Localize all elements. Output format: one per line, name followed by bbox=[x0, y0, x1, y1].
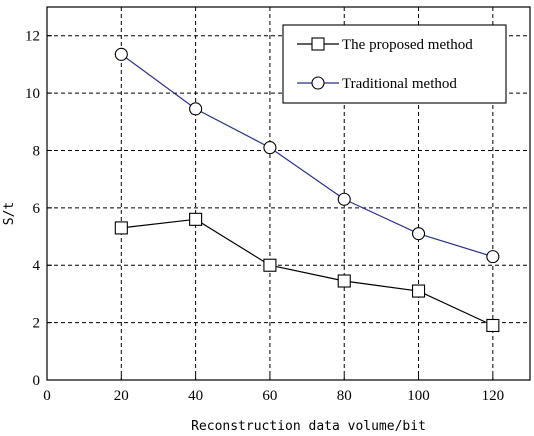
legend-square-marker bbox=[311, 37, 325, 51]
data-point bbox=[411, 284, 426, 298]
series-line bbox=[121, 218, 494, 327]
data-point bbox=[486, 318, 500, 333]
legend: The proposed method Traditional method bbox=[282, 24, 507, 104]
legend-label: The proposed method bbox=[342, 37, 473, 53]
data-point bbox=[337, 274, 351, 288]
data-point bbox=[189, 102, 203, 116]
x-axis-title: Reconstruction data volume/bit bbox=[191, 419, 426, 434]
legend-circle-marker bbox=[311, 76, 325, 90]
y-tick-label: 2 bbox=[33, 316, 41, 332]
data-point bbox=[114, 221, 128, 235]
data-point bbox=[263, 258, 277, 272]
y-tick-label: 8 bbox=[33, 143, 41, 159]
data-point bbox=[411, 227, 426, 241]
data-point bbox=[337, 192, 351, 206]
y-axis-title: S/t bbox=[2, 202, 17, 225]
grid-lines bbox=[47, 7, 530, 380]
data-point bbox=[189, 212, 203, 226]
x-tick-label: 20 bbox=[114, 388, 129, 404]
y-tick-label: 0 bbox=[33, 373, 41, 389]
series-line bbox=[120, 53, 494, 258]
x-tick-label: 100 bbox=[407, 388, 430, 404]
data-point bbox=[486, 250, 500, 264]
axis-ticks: 0 20 40 60 80 100 120 0 2 4 6 8 10 12 bbox=[25, 29, 504, 404]
y-tick-label: 4 bbox=[33, 258, 41, 274]
x-tick-label: 120 bbox=[482, 388, 505, 404]
plot-area-frame bbox=[46, 6, 531, 381]
data-series bbox=[114, 47, 500, 333]
y-tick-label: 6 bbox=[33, 201, 41, 217]
data-point bbox=[263, 141, 277, 155]
data-point bbox=[114, 47, 128, 61]
y-tick-label: 12 bbox=[25, 29, 40, 45]
x-tick-label: 40 bbox=[188, 388, 203, 404]
series-1 bbox=[114, 212, 500, 333]
legend-label: Traditional method bbox=[342, 76, 457, 92]
x-tick-label: 60 bbox=[262, 388, 277, 404]
x-tick-label: 80 bbox=[337, 388, 352, 404]
y-tick-label: 10 bbox=[25, 86, 40, 102]
series-2 bbox=[114, 47, 500, 264]
x-tick-label: 0 bbox=[43, 388, 51, 404]
